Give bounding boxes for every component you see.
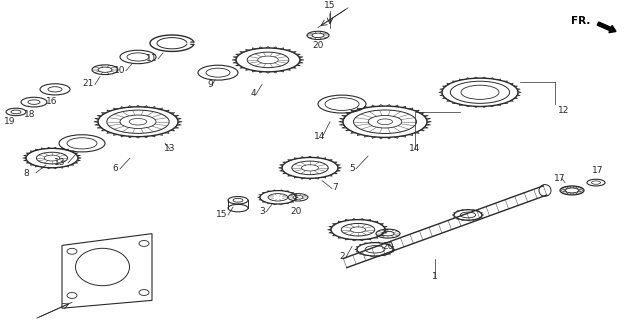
Text: 13: 13: [165, 144, 176, 153]
FancyArrow shape: [597, 22, 616, 33]
Text: 11: 11: [146, 54, 158, 63]
Text: 19: 19: [4, 117, 16, 126]
Text: 20: 20: [382, 242, 394, 251]
Text: 8: 8: [23, 169, 29, 178]
Text: 17: 17: [555, 174, 566, 183]
Text: 14: 14: [409, 144, 421, 153]
Text: 2: 2: [339, 252, 345, 261]
Text: 21: 21: [82, 79, 94, 88]
Text: 17: 17: [592, 166, 604, 175]
Text: 12: 12: [558, 106, 570, 115]
Text: FR.: FR.: [571, 16, 590, 26]
Text: 1: 1: [432, 272, 438, 281]
Text: 9: 9: [207, 80, 213, 89]
Text: 13: 13: [54, 158, 66, 167]
Text: 5: 5: [349, 164, 355, 173]
Text: 3: 3: [259, 207, 265, 216]
Text: 7: 7: [332, 183, 338, 192]
Text: 6: 6: [112, 164, 118, 173]
Text: 15: 15: [324, 1, 336, 10]
Text: 15: 15: [216, 210, 228, 219]
Text: 18: 18: [24, 110, 36, 119]
Text: 20: 20: [290, 207, 301, 216]
Text: 4: 4: [250, 89, 256, 98]
Text: 16: 16: [46, 97, 58, 106]
Text: 14: 14: [314, 132, 326, 141]
Text: 20: 20: [312, 41, 323, 50]
Text: 10: 10: [114, 66, 126, 75]
